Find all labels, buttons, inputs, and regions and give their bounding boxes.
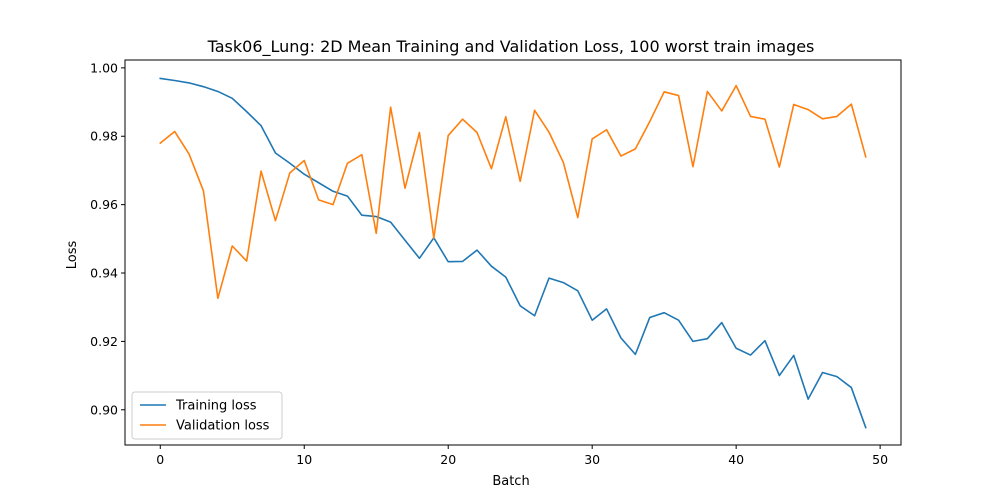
validation-loss-line: [159, 84, 867, 300]
x-tick-label: 50: [872, 452, 888, 467]
legend-box: [131, 391, 283, 440]
x-tick-label: 10: [296, 452, 312, 467]
x-tick-label: 40: [728, 452, 744, 467]
x-axis-label: Batch: [492, 474, 529, 489]
y-tick-label: 0.98: [90, 129, 118, 144]
x-tick-label: 0: [156, 452, 164, 467]
y-tick-label: 0.94: [90, 266, 118, 281]
x-tick-label: 20: [440, 452, 456, 467]
legend: Training loss Validation loss: [131, 391, 283, 440]
x-tick-label: 30: [584, 452, 600, 467]
training-loss-line: [159, 77, 867, 429]
plot-area: 0 10 20 30 40 50 0.90 0.92 0.94 0.96 0.98 1.00: [90, 59, 902, 467]
y-tick-label: 1.00: [90, 60, 118, 75]
y-tick-label: 0.96: [90, 197, 118, 212]
legend-label-training-loss: Training loss: [175, 399, 257, 414]
chart-title: Task06_Lung: 2D Mean Training and Valida…: [207, 37, 815, 57]
legend-label-validation-loss: Validation loss: [176, 419, 270, 434]
y-axis-label: Loss: [65, 241, 80, 270]
y-tick-label: 0.90: [90, 402, 118, 417]
y-tick-label: 0.92: [90, 334, 118, 349]
axes-frame: [124, 59, 902, 446]
